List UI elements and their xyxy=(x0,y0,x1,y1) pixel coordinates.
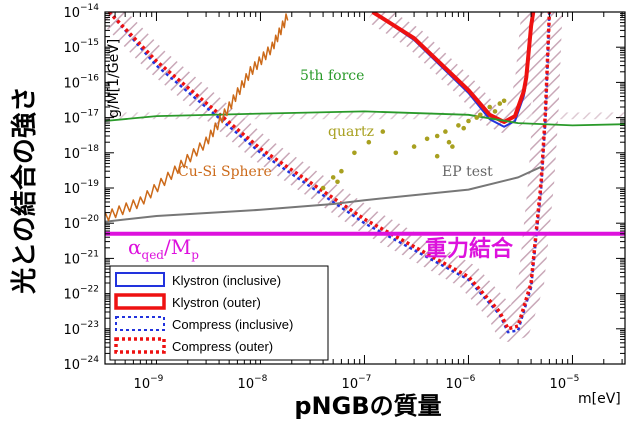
y-tick-label: 10−14 xyxy=(63,3,99,21)
legend: Klystron (inclusive) Klystron (outer) Comp… xyxy=(109,265,329,361)
quartz-point xyxy=(461,125,467,131)
series-cu-si-sphere xyxy=(105,13,289,222)
legend-item: Compress (outer) xyxy=(114,337,273,354)
quartz-point xyxy=(450,144,455,149)
y-tick-label: 10−21 xyxy=(63,249,99,267)
x-tick-label: 10−5 xyxy=(550,374,580,392)
y-tick-label: 10−19 xyxy=(63,179,99,197)
legend-item: Klystron (outer) xyxy=(114,293,261,310)
legend-swatch xyxy=(114,337,166,354)
y-axis-title: 光との結合の強さ xyxy=(9,86,40,295)
legend-swatch xyxy=(115,316,165,331)
quartz-point xyxy=(487,104,493,110)
quartz-point xyxy=(393,150,399,156)
legend-label: Klystron (outer) xyxy=(172,295,261,310)
series-compress-outer- xyxy=(107,12,552,331)
quartz-point xyxy=(366,139,372,145)
quartz-point xyxy=(434,133,440,139)
y-tick-label: 10−24 xyxy=(63,355,99,373)
fifth-force-label: 5th force xyxy=(300,68,364,84)
fifth-force-hatch xyxy=(105,112,625,120)
x-unit-label: m[eV] xyxy=(578,391,621,407)
cu-si-label: Cu-Si Sphere xyxy=(178,164,272,180)
quartz-point xyxy=(339,168,344,174)
ep-test-label: EP test xyxy=(442,164,493,180)
quartz-point xyxy=(335,179,340,185)
legend-item: Compress (inclusive) xyxy=(115,316,293,332)
tick-labels: 10−9 10−8 10−7 10−6 10−5 10−14 10−15 10−16 10−17… xyxy=(63,3,579,392)
quartz-point xyxy=(443,129,448,134)
series-5th-force xyxy=(105,110,625,127)
legend-swatch xyxy=(115,272,165,287)
x-tick-label: 10−7 xyxy=(342,374,372,392)
quartz-point xyxy=(446,139,452,145)
x-tick-label: 10−9 xyxy=(134,374,164,392)
quartz-point xyxy=(330,175,336,180)
y-tick-label: 10−16 xyxy=(63,73,99,91)
y-unit-label: g/M[1/GeV] xyxy=(106,39,122,118)
series-compress-inclusive- xyxy=(108,12,551,334)
quartz-point xyxy=(411,144,417,149)
x-tick-label: 10−6 xyxy=(446,374,476,392)
y-tick-label: 10−15 xyxy=(63,38,99,56)
y-tick-label: 10−22 xyxy=(63,285,99,303)
quartz-point xyxy=(474,115,480,120)
y-tick-label: 10−20 xyxy=(63,214,99,232)
y-tick-label: 10−23 xyxy=(63,320,99,338)
series-layer xyxy=(105,12,625,334)
quartz-label: quartz xyxy=(328,124,374,140)
x-axis-title: pNGBの質量 xyxy=(294,392,441,420)
gravity-coupling-label: 重力結合 xyxy=(425,236,514,262)
quartz-point xyxy=(424,136,430,142)
y-tick-label: 10−18 xyxy=(63,144,99,162)
legend-label: Compress (inclusive) xyxy=(172,317,293,332)
ticks-layer xyxy=(105,11,625,365)
gravity-formula-label: αqed/Mp xyxy=(128,235,199,262)
legend-swatch xyxy=(114,293,166,310)
quartz-point xyxy=(478,112,483,118)
legend-label: Compress (outer) xyxy=(172,339,273,354)
y-tick-label: 10−17 xyxy=(63,109,99,127)
quartz-point xyxy=(497,101,503,106)
legend-item: Klystron (inclusive) xyxy=(115,272,281,288)
quartz-point xyxy=(456,123,461,128)
quartz-point xyxy=(380,129,386,134)
quartz-point xyxy=(501,98,507,104)
x-tick-label: 10−8 xyxy=(238,374,268,392)
quartz-point xyxy=(466,118,471,124)
quartz-point xyxy=(434,153,440,159)
quartz-point xyxy=(492,109,498,114)
legend-label: Klystron (inclusive) xyxy=(172,273,281,288)
quartz-point xyxy=(352,150,357,156)
series-ep-test xyxy=(105,165,542,223)
quartz-point xyxy=(320,185,326,191)
series-klystron-outer- xyxy=(371,12,536,124)
quartz-points xyxy=(320,98,507,191)
